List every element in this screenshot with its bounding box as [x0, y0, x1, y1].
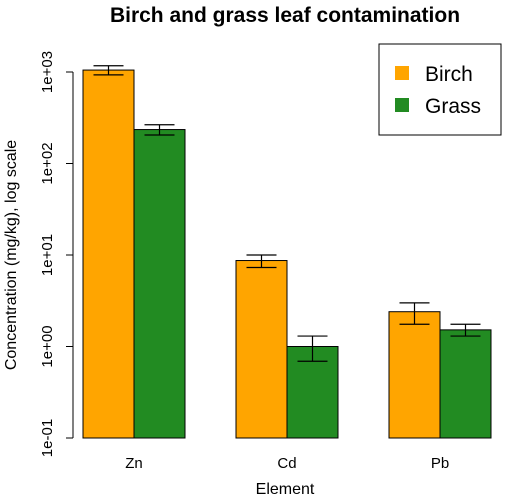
x-tick-labels: Zn Cd Pb — [125, 455, 449, 472]
bar-birch-zn — [82, 69, 135, 439]
bar-birch-cd — [235, 260, 288, 439]
bar-birch-pb — [388, 311, 441, 439]
legend-label-birch: Birch — [425, 63, 473, 86]
y-axis-label: Concentration (mg/kg), log scale — [3, 140, 20, 370]
y-tick-label: 1e-01 — [39, 419, 56, 457]
legend: Birch Grass — [378, 43, 502, 136]
y-axis: 1e-01 1e+00 1e+01 1e+02 1e+03 — [39, 51, 74, 457]
chart-title: Birch and grass leaf contamination — [110, 4, 460, 27]
legend-label-grass: Grass — [425, 95, 481, 118]
x-axis-label: Element — [256, 481, 315, 498]
x-tick-label: Zn — [125, 455, 143, 472]
x-tick-label: Pb — [431, 455, 449, 472]
legend-swatch-birch — [395, 66, 409, 80]
bars-group — [82, 65, 492, 439]
x-tick-label: Cd — [277, 455, 296, 472]
y-tick-label: 1e+00 — [39, 325, 56, 367]
legend-swatch-grass — [395, 98, 409, 112]
y-tick-label: 1e+03 — [39, 51, 56, 93]
y-tick-label: 1e+01 — [39, 234, 56, 276]
bar-grass-zn — [133, 129, 186, 439]
bar-grass-pb — [439, 329, 492, 439]
legend-box — [378, 43, 502, 136]
y-tick-label: 1e+02 — [39, 142, 56, 184]
